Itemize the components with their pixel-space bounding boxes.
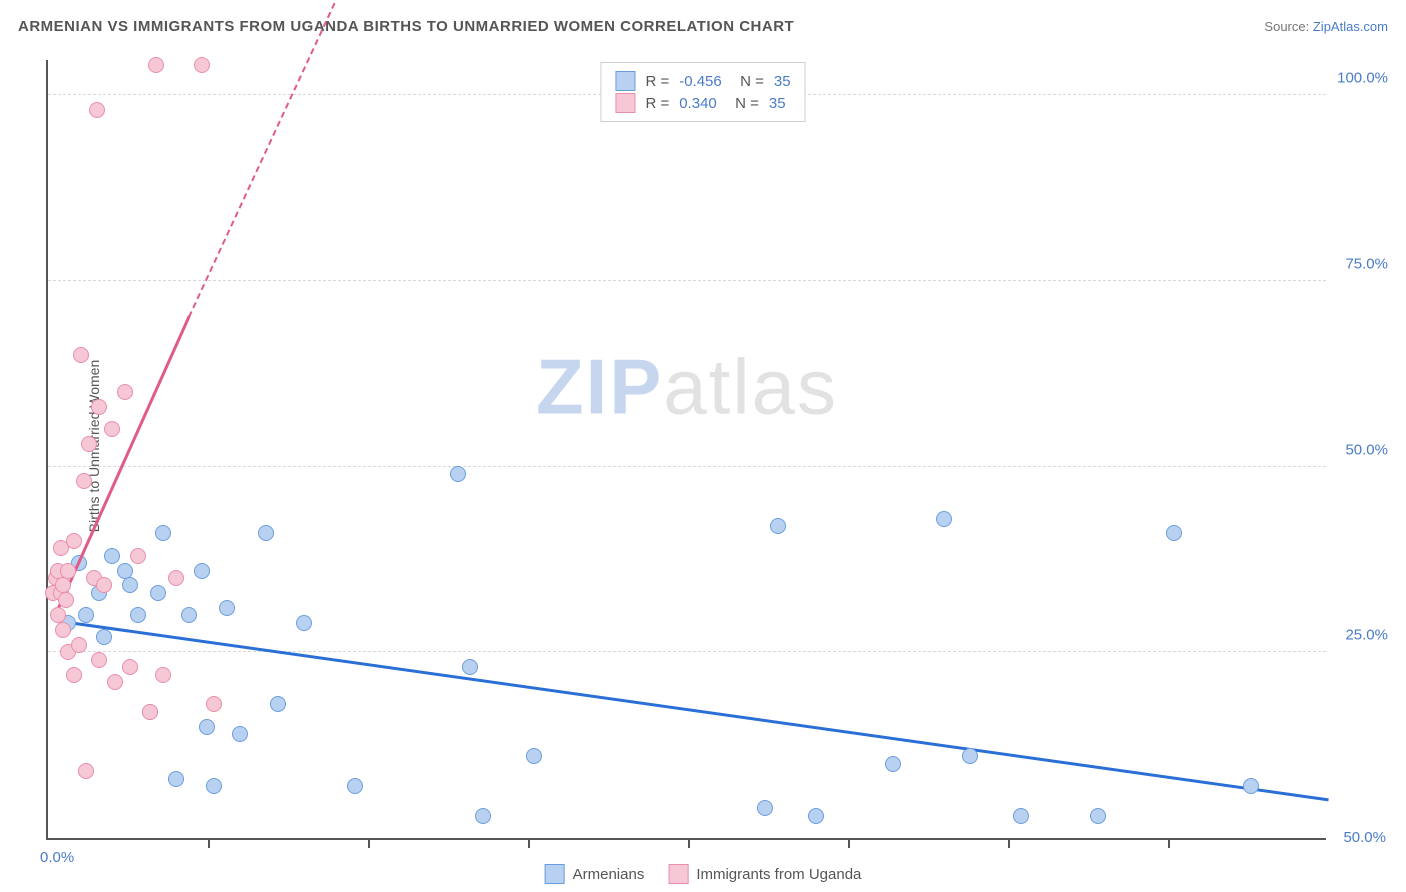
data-point	[104, 421, 120, 437]
legend-row: R = 0.340 N = 35	[615, 93, 790, 113]
data-point	[885, 756, 901, 772]
data-point	[808, 808, 824, 824]
data-point	[148, 57, 164, 73]
data-point	[155, 667, 171, 683]
legend-label: Immigrants from Uganda	[696, 866, 861, 883]
data-point	[107, 674, 123, 690]
data-point	[232, 726, 248, 742]
data-point	[168, 771, 184, 787]
data-point	[526, 748, 542, 764]
data-point	[199, 719, 215, 735]
gridline	[48, 466, 1326, 467]
x-tick	[1168, 838, 1170, 848]
data-point	[117, 384, 133, 400]
data-point	[462, 659, 478, 675]
x-min-label: 0.0%	[40, 849, 74, 866]
data-point	[450, 466, 466, 482]
y-tick-label: 25.0%	[1345, 627, 1388, 644]
chart-title: ARMENIAN VS IMMIGRANTS FROM UGANDA BIRTH…	[18, 18, 794, 35]
data-point	[936, 511, 952, 527]
legend-item: Immigrants from Uganda	[668, 864, 861, 884]
source-link[interactable]: ZipAtlas.com	[1313, 19, 1388, 34]
data-point	[194, 57, 210, 73]
data-point	[71, 637, 87, 653]
data-point	[296, 615, 312, 631]
data-point	[1243, 778, 1259, 794]
data-point	[1166, 525, 1182, 541]
trend-line	[188, 0, 369, 317]
data-point	[78, 763, 94, 779]
x-tick	[368, 838, 370, 848]
data-point	[104, 548, 120, 564]
data-point	[770, 518, 786, 534]
data-point	[475, 808, 491, 824]
r-value: 0.340	[679, 95, 717, 112]
y-tick-label: 75.0%	[1345, 255, 1388, 272]
gridline	[48, 280, 1326, 281]
y-tick-label: 100.0%	[1337, 70, 1388, 87]
legend-label: Armenians	[573, 866, 645, 883]
data-point	[91, 399, 107, 415]
data-point	[76, 473, 92, 489]
data-point	[55, 577, 71, 593]
gridline	[48, 651, 1326, 652]
data-point	[60, 563, 76, 579]
data-point	[258, 525, 274, 541]
data-point	[122, 659, 138, 675]
legend-row: R = -0.456 N = 35	[615, 71, 790, 91]
data-point	[122, 577, 138, 593]
x-tick	[208, 838, 210, 848]
data-point	[50, 607, 66, 623]
data-point	[219, 600, 235, 616]
y-tick-label: 50.0%	[1345, 441, 1388, 458]
data-point	[58, 592, 74, 608]
legend-swatch	[615, 71, 635, 91]
data-point	[117, 563, 133, 579]
data-point	[155, 525, 171, 541]
data-point	[757, 800, 773, 816]
data-point	[206, 696, 222, 712]
x-max-label: 50.0%	[1343, 829, 1386, 846]
data-point	[66, 533, 82, 549]
data-point	[73, 347, 89, 363]
data-point	[168, 570, 184, 586]
data-point	[347, 778, 363, 794]
data-point	[130, 607, 146, 623]
watermark: ZIPatlas	[536, 341, 838, 432]
x-tick	[1008, 838, 1010, 848]
legend-swatch	[615, 93, 635, 113]
legend-swatch	[668, 864, 688, 884]
scatter-plot: ZIPatlas 25.0%50.0%75.0%100.0%0.0%50.0%	[46, 60, 1326, 840]
data-point	[1090, 808, 1106, 824]
x-tick	[688, 838, 690, 848]
data-point	[270, 696, 286, 712]
data-point	[130, 548, 146, 564]
data-point	[150, 585, 166, 601]
x-tick	[528, 838, 530, 848]
data-point	[96, 577, 112, 593]
x-tick	[848, 838, 850, 848]
data-point	[91, 652, 107, 668]
trend-line	[61, 620, 1329, 801]
data-point	[962, 748, 978, 764]
data-point	[89, 102, 105, 118]
r-value: -0.456	[679, 73, 722, 90]
data-point	[78, 607, 94, 623]
correlation-legend: R = -0.456 N = 35R = 0.340 N = 35	[600, 62, 805, 122]
legend-item: Armenians	[545, 864, 645, 884]
data-point	[55, 622, 71, 638]
data-point	[1013, 808, 1029, 824]
data-point	[81, 436, 97, 452]
legend-swatch	[545, 864, 565, 884]
source-label: Source: ZipAtlas.com	[1264, 19, 1388, 34]
data-point	[181, 607, 197, 623]
series-legend: Armenians Immigrants from Uganda	[545, 864, 862, 884]
n-value: 35	[774, 73, 791, 90]
data-point	[142, 704, 158, 720]
data-point	[194, 563, 210, 579]
data-point	[96, 629, 112, 645]
n-value: 35	[769, 95, 786, 112]
data-point	[206, 778, 222, 794]
data-point	[66, 667, 82, 683]
